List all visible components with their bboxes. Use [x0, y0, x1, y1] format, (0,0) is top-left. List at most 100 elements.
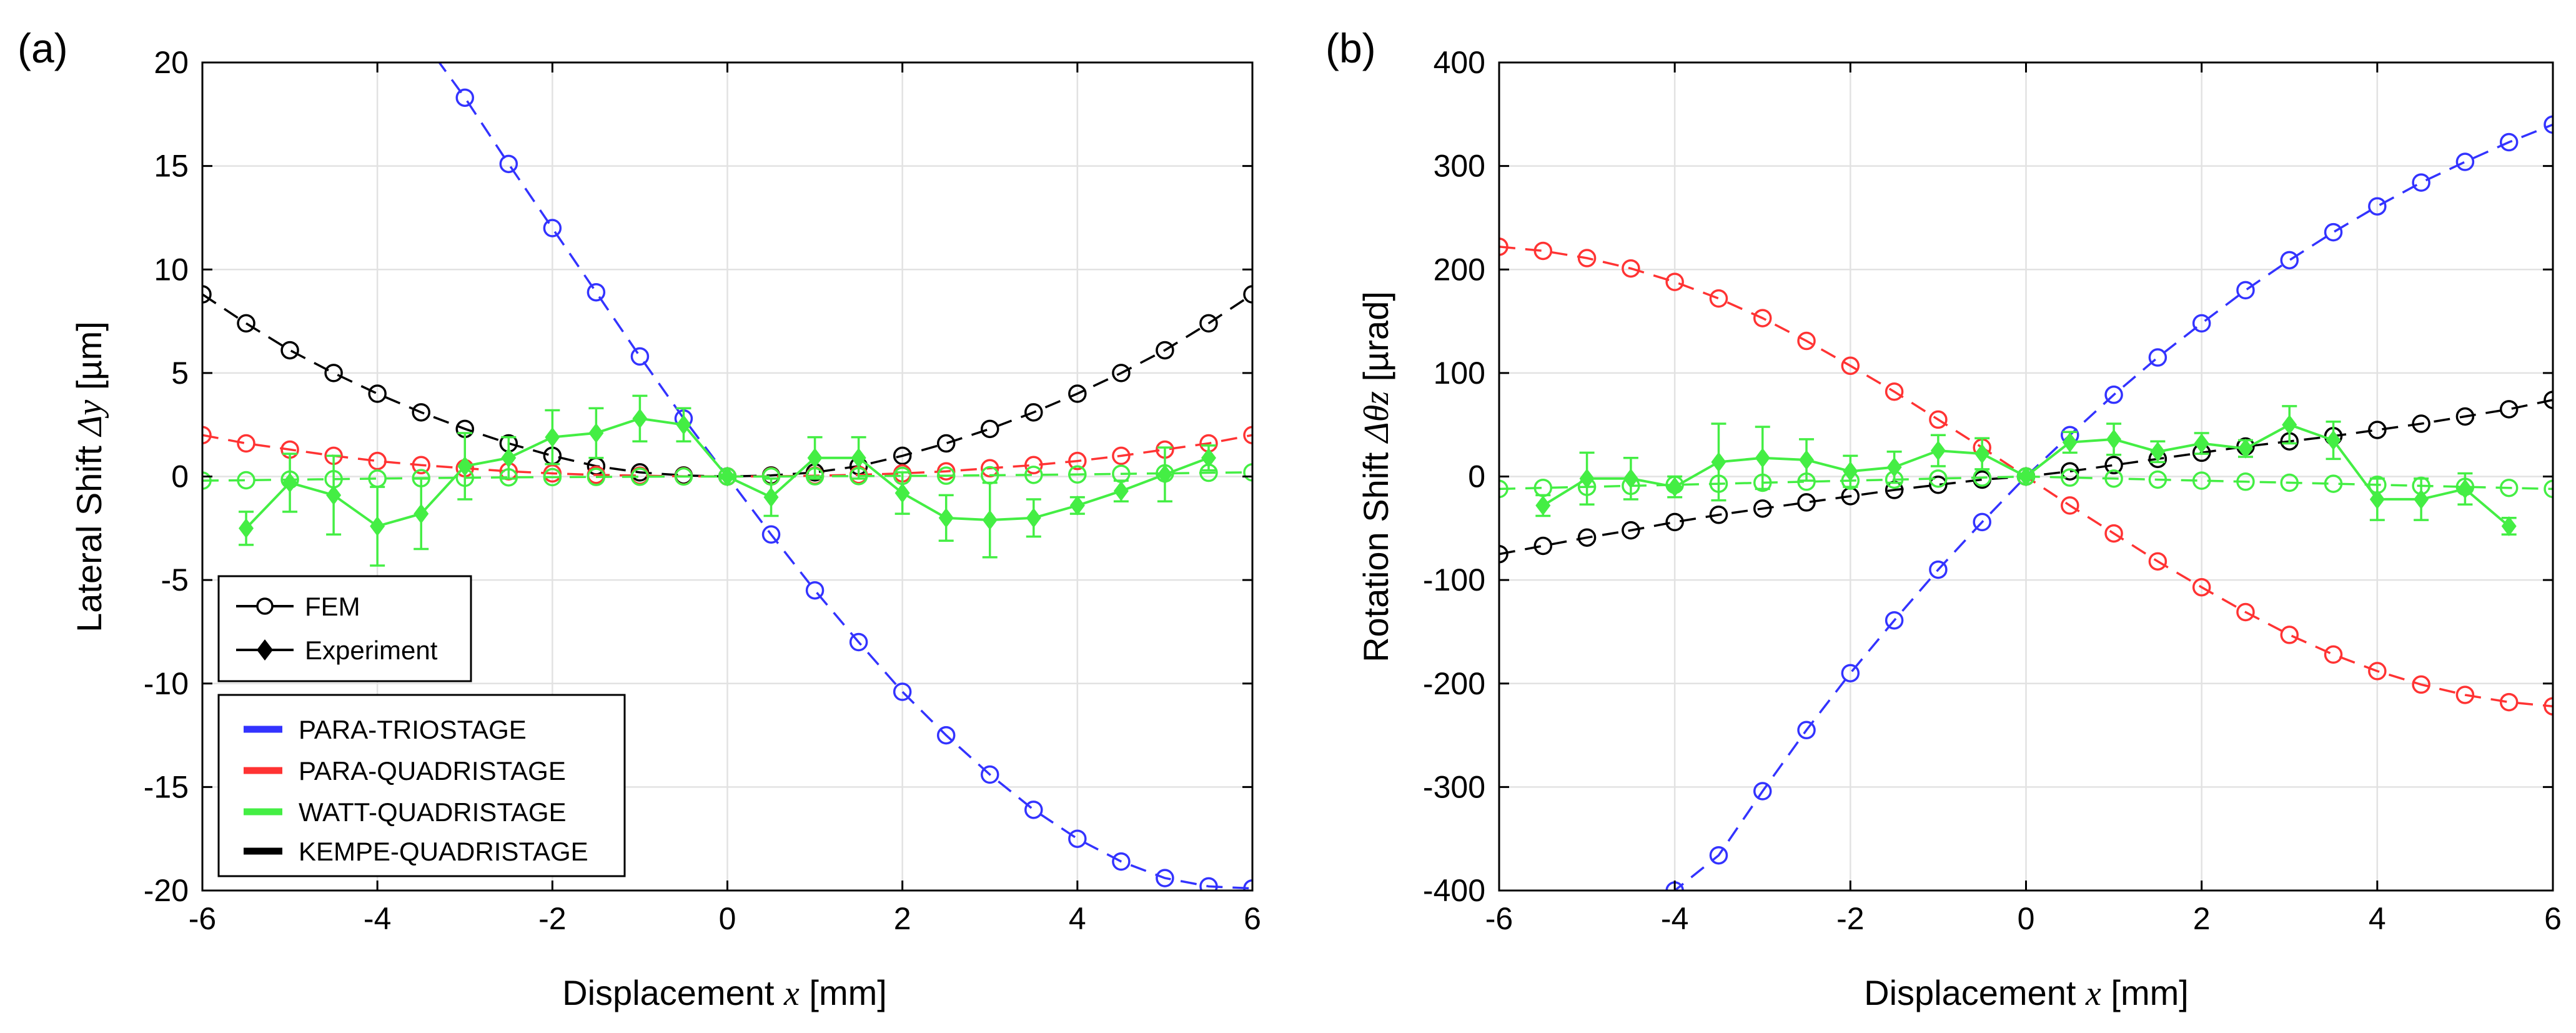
data-point-circle — [1024, 403, 1043, 422]
data-point-circle — [2104, 385, 2123, 404]
y-tick-label: -10 — [144, 666, 189, 701]
data-point-circle — [1243, 285, 1252, 304]
data-point-circle — [2544, 391, 2553, 409]
data-point-circle — [587, 467, 606, 486]
data-point-circle — [412, 456, 430, 475]
data-point-circle — [2104, 456, 2123, 475]
data-point-diamond — [1026, 507, 1041, 528]
data-point-circle — [2368, 421, 2387, 439]
panel-label-b: (b) — [1325, 25, 1376, 71]
data-point-circle — [936, 726, 956, 745]
data-point-circle — [1499, 237, 1508, 256]
data-point-circle — [981, 765, 999, 784]
data-point-diamond — [2457, 479, 2473, 499]
data-point-circle — [2455, 407, 2475, 426]
data-point-circle — [2236, 281, 2255, 300]
legend-box-markers — [217, 575, 472, 682]
data-point-circle — [2324, 474, 2343, 493]
y-tick-label: 0 — [1468, 459, 1485, 494]
x-tick-label: -2 — [1836, 901, 1864, 936]
data-point-circle — [1622, 521, 1640, 540]
data-point-circle — [1577, 249, 1597, 267]
data-point-diamond — [1974, 444, 1990, 464]
data-point-diamond — [632, 408, 648, 429]
data-point-circle — [1973, 512, 1991, 532]
data-point-circle — [936, 466, 956, 485]
data-point-diamond — [457, 456, 473, 476]
data-point-circle — [1797, 721, 1816, 740]
y-axis-title: Lateral Shift Δy [µm] — [69, 321, 109, 632]
data-point-circle — [202, 285, 212, 304]
data-point-diamond — [763, 487, 779, 507]
data-point-diamond — [2106, 429, 2122, 449]
data-point-circle — [1499, 479, 1508, 499]
data-point-circle — [2061, 468, 2079, 487]
data-point-circle — [1499, 544, 1508, 564]
data-point-diamond — [1667, 477, 1683, 497]
data-point-circle — [2412, 414, 2430, 433]
y-tick-label: 10 — [154, 252, 189, 287]
legend-label-kempe-quadristage: KEMPE-QUADRISTAGE — [299, 837, 588, 866]
data-point-circle — [1665, 272, 1684, 291]
panel-label-a: (a) — [17, 25, 68, 71]
x-tick-label: 4 — [1069, 901, 1086, 936]
data-point-circle — [674, 467, 693, 486]
data-point-circle — [1068, 451, 1087, 471]
data-point-circle — [412, 403, 430, 422]
data-point-circle — [1622, 259, 1640, 278]
data-point-circle — [1156, 869, 1174, 887]
data-point-circle — [2544, 479, 2553, 499]
y-tick-label: 300 — [1434, 149, 1485, 184]
y-tick-label: 20 — [154, 45, 189, 80]
data-point-circle — [1112, 364, 1131, 382]
data-point-diamond — [545, 427, 560, 447]
data-point-diamond — [239, 518, 254, 539]
data-point-circle — [630, 347, 650, 366]
data-point-circle — [1797, 493, 1816, 512]
data-point-diamond — [2237, 438, 2253, 459]
x-tick-label: -4 — [364, 901, 391, 936]
data-point-diamond — [370, 516, 385, 536]
data-point-circle — [2544, 115, 2553, 134]
data-point-circle — [202, 471, 212, 490]
data-point-diamond — [676, 414, 691, 435]
data-point-diamond — [1711, 452, 1726, 472]
data-point-circle — [2368, 662, 2387, 681]
y-tick-label: -300 — [1423, 769, 1485, 804]
data-point-circle — [2280, 473, 2299, 492]
data-point-diamond — [720, 466, 735, 487]
data-point-circle — [2061, 462, 2079, 481]
data-point-circle — [2061, 496, 2079, 515]
data-point-circle — [2148, 348, 2167, 367]
data-point-diamond — [2062, 432, 2078, 452]
data-point-diamond — [414, 504, 429, 524]
data-point-circle — [1709, 506, 1728, 524]
data-point-circle — [1709, 289, 1728, 308]
data-point-diamond — [1113, 481, 1129, 501]
data-point-circle — [1709, 846, 1728, 865]
series-layer — [202, 62, 1252, 891]
data-point-circle — [893, 446, 912, 466]
data-point-diamond — [1579, 468, 1595, 489]
data-point-diamond — [1623, 468, 1638, 489]
data-point-diamond — [2501, 516, 2517, 536]
data-point-circle — [280, 341, 299, 360]
series-clip — [202, 62, 1252, 891]
data-point-circle — [2192, 471, 2211, 490]
data-point-circle — [2499, 692, 2519, 712]
data-point-circle — [1533, 536, 1553, 556]
data-point-circle — [1753, 309, 1772, 327]
data-point-circle — [1885, 382, 1904, 401]
y-tick-label: 0 — [171, 459, 189, 494]
data-point-circle — [630, 467, 650, 486]
data-point-diamond — [1157, 464, 1172, 485]
data-point-circle — [2104, 524, 2123, 543]
y-tick-label: 100 — [1434, 356, 1485, 391]
data-point-circle — [2499, 132, 2519, 152]
data-point-circle — [1885, 611, 1904, 630]
data-point-diamond — [1799, 450, 1815, 470]
data-point-circle — [981, 419, 999, 439]
data-point-circle — [368, 451, 387, 471]
data-point-circle — [1929, 560, 1948, 579]
data-point-circle — [1243, 463, 1252, 482]
